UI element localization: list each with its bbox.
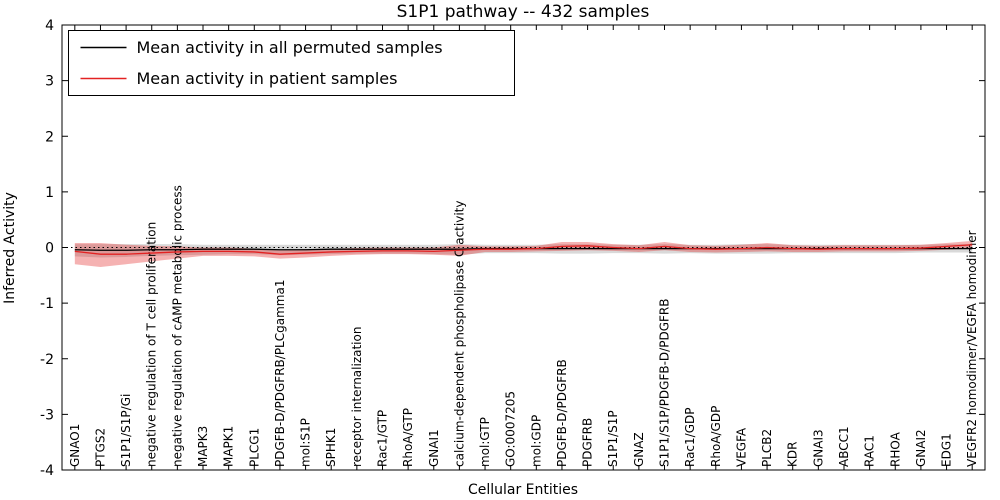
x-tick-label: S1P1/S1P/Gi [119,394,133,467]
x-tick-label: RAC1 [863,435,877,467]
chart-title: S1P1 pathway -- 432 samples [397,2,650,22]
x-tick-label: PDGFRB [581,418,595,467]
y-tick-label: 4 [45,18,54,34]
x-tick-label: GO:0007205 [504,391,518,467]
x-tick-label: GNAI1 [427,429,441,467]
y-tick-label: -4 [40,463,54,479]
x-tick-label: GNAI2 [914,429,928,467]
x-tick-label: receptor internalization [350,327,364,467]
x-tick-label: ABCC1 [837,426,851,467]
x-tick-label: EDG1 [940,433,954,467]
x-tick-label: PLCB2 [760,429,774,467]
x-tick-label: MAPK1 [222,426,236,467]
x-tick-label: mol:GDP [529,415,543,467]
patient-mean-line [74,244,973,255]
x-tick-label: KDR [786,442,800,467]
y-tick-label: -2 [40,352,54,368]
x-tick-label: Rac1/GDP [683,408,697,467]
x-tick-label: PTGS2 [93,428,107,467]
x-tick-label: Rac1/GTP [375,410,389,467]
permuted-band [74,244,973,258]
x-tick-label: RhoA/GTP [401,408,415,467]
y-tick-label: -1 [40,296,54,312]
y-tick-label: 3 [45,74,54,90]
x-tick-label: MAPK3 [196,426,210,467]
x-tick-label: RhoA/GDP [709,406,723,467]
patient-band [74,240,973,267]
x-tick-label: mol:GTP [478,417,492,467]
patient-legend-label: Mean activity in patient samples [137,69,398,88]
x-tick-label: RHOA [888,431,902,467]
y-axis-label: Inferred Activity [2,192,18,304]
permuted-legend-label: Mean activity in all permuted samples [137,38,443,57]
legend-box [68,30,515,96]
x-tick-label: VEGFA [734,427,748,467]
x-tick-label: S1P1/S1P [606,410,620,467]
x-tick-label: VEGFR2 homodimer/VEGFA homodimer [965,230,979,467]
y-tick-label: 1 [45,185,54,201]
x-tick-label: PLCG1 [247,428,261,467]
x-tick-label: calcium-dependent phospholipase C activi… [452,201,466,467]
x-tick-label: mol:S1P [299,418,313,467]
x-tick-label: PDGFB-D/PDGFRB/PLCgamma1 [273,280,287,467]
x-tick-label: PDGFB-D/PDGFRB [555,359,569,467]
x-tick-label: SPHK1 [324,428,338,467]
y-tick-label: 2 [45,129,54,145]
x-tick-label: negative regulation of T cell proliferat… [145,222,159,467]
y-tick-label: -3 [40,407,54,423]
x-tick-label: GNAO1 [68,424,82,467]
x-tick-label: GNAZ [632,432,646,467]
x-tick-label: GNAI3 [811,429,825,467]
y-tick-label: 0 [45,241,54,257]
x-axis-label: Cellular Entities [468,482,578,498]
x-tick-label: S1P1/S1P/PDGFB-D/PDGFRB [658,299,672,467]
x-tick-label: negative regulation of cAMP metabolic pr… [170,185,184,467]
